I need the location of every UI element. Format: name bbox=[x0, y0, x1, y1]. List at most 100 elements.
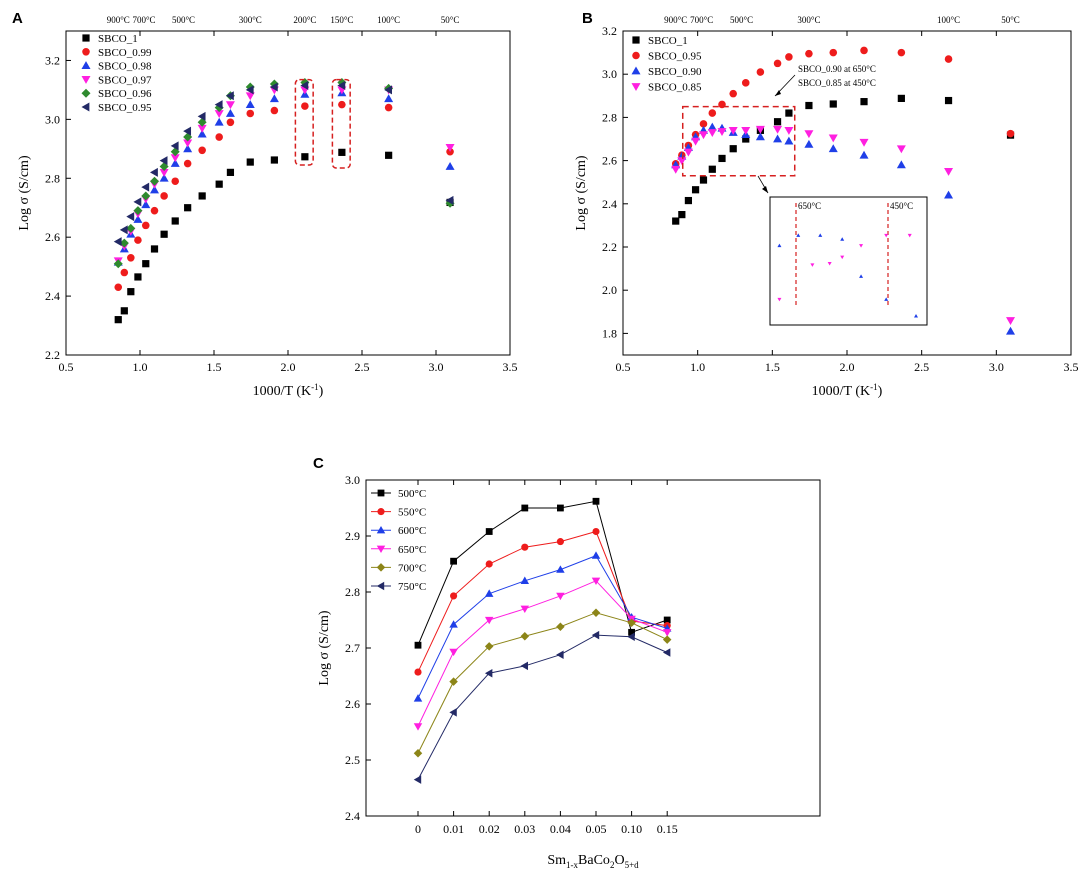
data-point bbox=[127, 288, 135, 296]
x-tick-label: 0.5 bbox=[59, 360, 74, 374]
top-temp-label: 50°C bbox=[441, 15, 460, 25]
data-point bbox=[338, 100, 346, 109]
data-point bbox=[215, 133, 223, 141]
data-point bbox=[804, 139, 814, 148]
x-tick-label: 0.03 bbox=[514, 822, 535, 836]
data-point bbox=[183, 139, 193, 148]
data-point bbox=[699, 176, 708, 184]
data-point bbox=[662, 629, 672, 637]
inset-point bbox=[827, 262, 832, 266]
y-tick-label: 2.2 bbox=[602, 240, 617, 254]
data-point bbox=[445, 161, 455, 170]
data-point bbox=[708, 109, 717, 117]
legend-label: SBCO_1 bbox=[98, 33, 138, 45]
data-point bbox=[520, 605, 530, 614]
data-point bbox=[119, 238, 129, 248]
data-point bbox=[556, 650, 564, 659]
inset-point bbox=[914, 314, 919, 318]
top-temp-label: 700°C bbox=[690, 15, 713, 25]
data-point bbox=[741, 126, 751, 135]
data-point bbox=[520, 576, 530, 584]
data-point bbox=[944, 55, 953, 63]
top-temp-label: 100°C bbox=[937, 15, 960, 25]
data-point bbox=[829, 48, 838, 57]
annotation-label: SBCO_0.90 at 650°C bbox=[798, 64, 876, 74]
data-point bbox=[113, 259, 123, 269]
panel-a-letter: A bbox=[12, 10, 23, 27]
data-point bbox=[671, 165, 681, 174]
series-line bbox=[417, 612, 668, 754]
legend-marker bbox=[376, 525, 386, 534]
legend-marker bbox=[82, 48, 90, 56]
data-point bbox=[944, 168, 954, 176]
data-point bbox=[337, 80, 346, 90]
data-point bbox=[520, 661, 528, 671]
data-point bbox=[197, 124, 207, 133]
data-point bbox=[592, 497, 600, 505]
legend-marker bbox=[376, 581, 385, 591]
data-point bbox=[829, 100, 837, 108]
legend-label: SBCO_0.98 bbox=[98, 61, 152, 73]
x-tick-label: 2.5 bbox=[914, 360, 929, 374]
data-point bbox=[860, 98, 868, 106]
top-temp-label: 50°C bbox=[1001, 15, 1020, 25]
data-point bbox=[897, 48, 906, 57]
data-point bbox=[141, 182, 150, 192]
data-point bbox=[663, 616, 671, 624]
legend-marker bbox=[377, 508, 385, 516]
data-point bbox=[804, 130, 814, 139]
data-point bbox=[773, 134, 783, 143]
data-point bbox=[171, 177, 180, 185]
data-point bbox=[944, 190, 954, 199]
data-point bbox=[484, 616, 494, 625]
legend-label: SBCO_1 bbox=[648, 35, 688, 47]
y-tick-label: 3.0 bbox=[345, 473, 360, 487]
legend-marker bbox=[377, 489, 385, 497]
data-point bbox=[449, 648, 458, 657]
legend-label: SBCO_0.85 bbox=[648, 82, 702, 94]
data-point bbox=[159, 173, 169, 182]
data-point bbox=[773, 125, 783, 134]
data-point bbox=[592, 527, 600, 536]
data-point bbox=[678, 211, 686, 219]
x-tick-label: 0 bbox=[415, 822, 421, 836]
data-point bbox=[449, 620, 458, 628]
x-tick-label: 2.0 bbox=[840, 360, 855, 374]
data-point bbox=[170, 154, 180, 163]
data-point bbox=[742, 135, 750, 143]
legend-marker bbox=[632, 51, 640, 60]
legend-marker bbox=[81, 61, 91, 69]
data-point bbox=[708, 165, 716, 173]
data-point bbox=[484, 589, 494, 597]
y-tick-label: 2.9 bbox=[345, 529, 360, 543]
data-point bbox=[270, 106, 279, 115]
y-tick-label: 2.4 bbox=[45, 289, 60, 303]
data-point bbox=[698, 131, 708, 140]
data-point bbox=[120, 307, 128, 315]
x-tick-label: 0.15 bbox=[657, 822, 678, 836]
data-point bbox=[860, 46, 868, 55]
data-point bbox=[662, 648, 671, 657]
data-point bbox=[171, 217, 179, 225]
x-tick-label: 0.05 bbox=[586, 822, 607, 836]
series-line bbox=[417, 580, 668, 727]
data-point bbox=[896, 160, 906, 169]
data-point bbox=[449, 708, 457, 717]
data-point bbox=[741, 79, 750, 87]
data-point bbox=[133, 197, 142, 207]
data-point bbox=[677, 157, 687, 166]
data-point bbox=[414, 641, 422, 649]
data-point bbox=[729, 145, 737, 153]
x-axis-title: Sm1-xBaCo2O5+d bbox=[547, 853, 639, 870]
y-tick-label: 2.0 bbox=[602, 283, 617, 297]
data-point bbox=[699, 120, 708, 128]
top-temp-label: 300°C bbox=[797, 15, 820, 25]
inset-point bbox=[884, 297, 889, 301]
y-axis-title: Log σ (S/cm) bbox=[17, 155, 32, 231]
y-tick-label: 3.0 bbox=[45, 112, 60, 126]
x-tick-label: 0.02 bbox=[479, 822, 500, 836]
data-point bbox=[413, 749, 423, 758]
legend-label: SBCO_0.95 bbox=[648, 51, 702, 63]
legend-label: 550°C bbox=[398, 507, 426, 519]
data-point bbox=[1006, 129, 1015, 138]
